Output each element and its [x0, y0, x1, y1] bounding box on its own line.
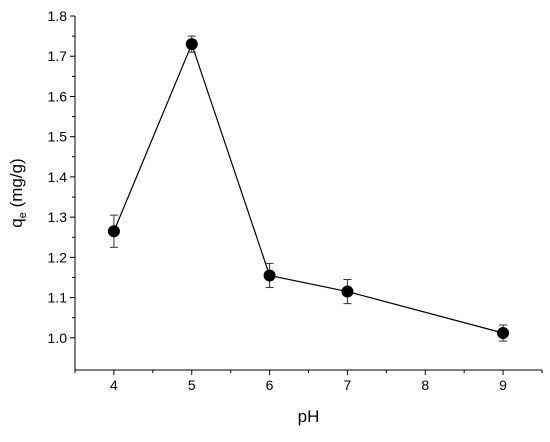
data-point [263, 269, 276, 282]
y-tick-label: 1.1 [48, 290, 68, 306]
y-axis-label-unit: (mg/g) [7, 158, 26, 212]
x-tick-label: 8 [421, 377, 429, 393]
x-tick-label: 6 [266, 377, 274, 393]
x-axis-label: pH [298, 407, 320, 426]
data-point [185, 38, 198, 51]
y-tick-label: 1.8 [48, 8, 68, 24]
y-tick-label: 1.5 [48, 129, 68, 145]
y-tick-label: 1.3 [48, 209, 68, 225]
series-line [113, 42, 504, 334]
x-tick-label: 5 [188, 377, 196, 393]
x-tick-label: 7 [344, 377, 352, 393]
data-point [497, 326, 510, 339]
series-layer [107, 35, 510, 342]
y-tick-label: 1.4 [48, 169, 68, 185]
data-point [107, 225, 120, 238]
y-tick-label: 1.0 [48, 330, 68, 346]
y-tick-label: 1.7 [48, 48, 68, 64]
x-tick-label: 9 [499, 377, 507, 393]
data-point [341, 285, 354, 298]
ticks-layer: 4 5 6 7 8 9 1.0 1.1 1.2 1.3 1.4 1.5 1.6 1.7 1.8 [48, 8, 543, 393]
y-tick-label: 1.6 [48, 88, 68, 104]
y-axis-label: qe (mg/g) [7, 158, 29, 227]
axes-layer [74, 16, 542, 371]
y-axis-label-subscript: e [17, 212, 29, 218]
y-tick-label: 1.2 [48, 249, 68, 265]
x-tick-label: 4 [110, 377, 118, 393]
y-axis-label-main: q [7, 218, 26, 227]
